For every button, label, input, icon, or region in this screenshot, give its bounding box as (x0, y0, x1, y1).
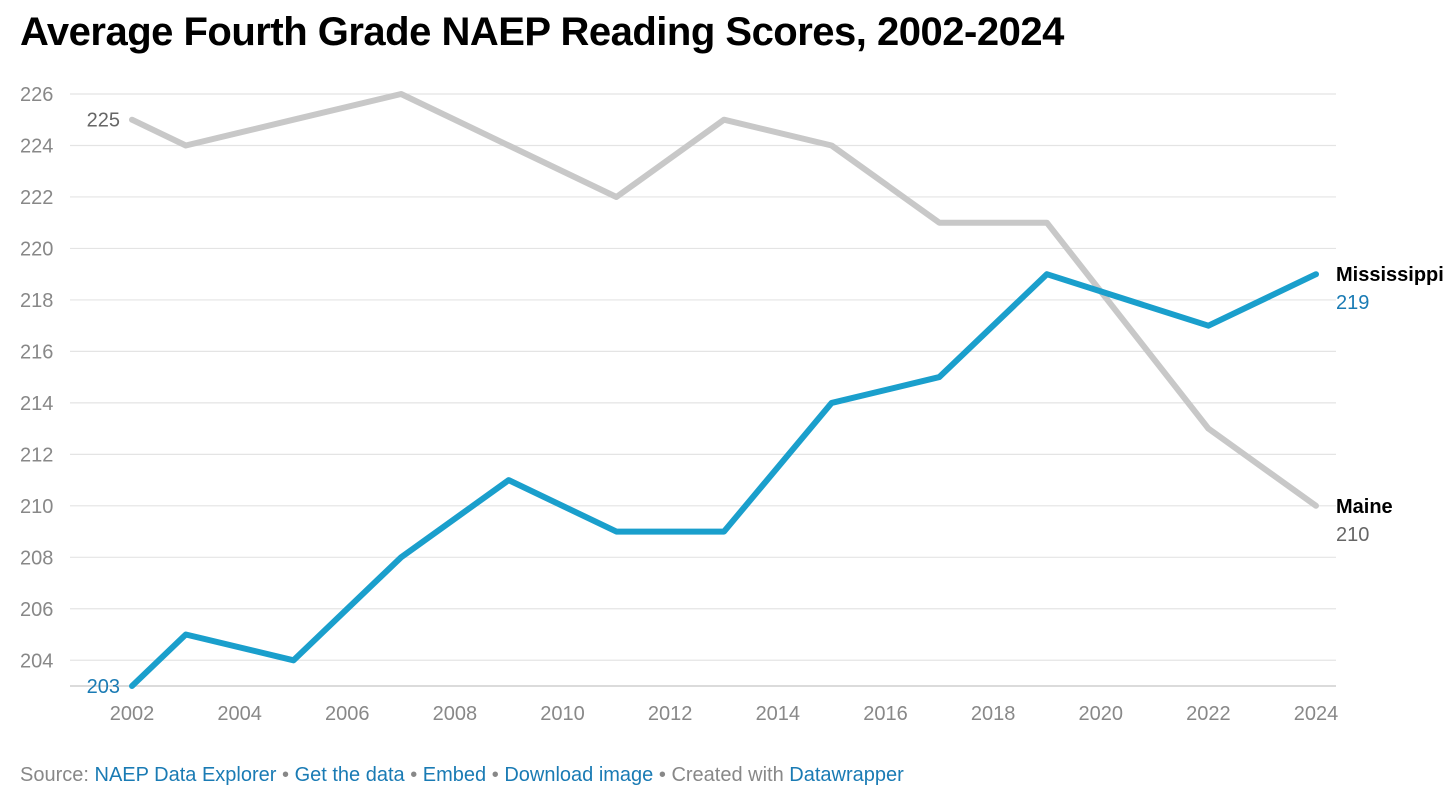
separator: • (410, 764, 418, 786)
x-tick-label: 2016 (863, 703, 908, 725)
y-tick-label: 204 (20, 650, 53, 672)
chart-footer: Source: NAEP Data Explorer • Get the dat… (20, 764, 904, 787)
series-line-mississippi (129, 271, 1319, 689)
embed-link[interactable]: Embed (422, 764, 487, 786)
start-label-maine: 225 (87, 110, 120, 132)
y-tick-label: 206 (20, 599, 53, 621)
x-tick-label: 2014 (756, 703, 801, 725)
series-name-label-mississippi: Mississippi (1336, 264, 1444, 286)
y-tick-label: 226 (20, 84, 53, 106)
line-chart: 204 206 208 210 212 214 216 218 220 222 224 226 2002… (20, 84, 1444, 725)
x-tick-label: 2002 (110, 703, 155, 725)
end-value-label-mississippi: 219 (1336, 292, 1369, 314)
datawrapper-link[interactable]: Datawrapper (789, 764, 904, 786)
x-tick-label: 2020 (1078, 703, 1123, 725)
y-tick-label: 208 (20, 547, 53, 569)
y-tick-label: 212 (20, 444, 53, 466)
chart-title: Average Fourth Grade NAEP Reading Scores… (20, 10, 1064, 54)
separator: • (658, 764, 666, 786)
x-tick-label: 2008 (433, 703, 478, 725)
naep-data-explorer-link[interactable]: NAEP Data Explorer (94, 764, 277, 786)
y-tick-label: 224 (20, 135, 53, 157)
x-tick-label: 2018 (971, 703, 1016, 725)
x-tick-label: 2006 (325, 703, 370, 725)
download-image-link[interactable]: Download image (504, 764, 654, 786)
series-name-label-maine: Maine (1336, 496, 1393, 518)
get-the-data-link[interactable]: Get the data (294, 764, 405, 786)
end-value-label-maine: 210 (1336, 524, 1369, 546)
y-tick-label: 214 (20, 393, 53, 415)
x-tick-label: 2024 (1294, 703, 1339, 725)
start-label-mississippi: 203 (87, 676, 120, 698)
created-with-label: Created with (671, 764, 784, 786)
source-label: Source: (20, 764, 89, 786)
y-tick-label: 218 (20, 290, 53, 312)
y-tick-label: 222 (20, 187, 53, 209)
x-tick-label: 2012 (648, 703, 693, 725)
y-tick-label: 210 (20, 496, 53, 518)
y-tick-label: 220 (20, 238, 53, 260)
x-tick-label: 2022 (1186, 703, 1231, 725)
series-line-maine (129, 91, 1319, 509)
x-tick-label: 2004 (217, 703, 262, 725)
separator: • (491, 764, 499, 786)
x-tick-label: 2010 (540, 703, 585, 725)
y-tick-label: 216 (20, 341, 53, 363)
separator: • (282, 764, 290, 786)
